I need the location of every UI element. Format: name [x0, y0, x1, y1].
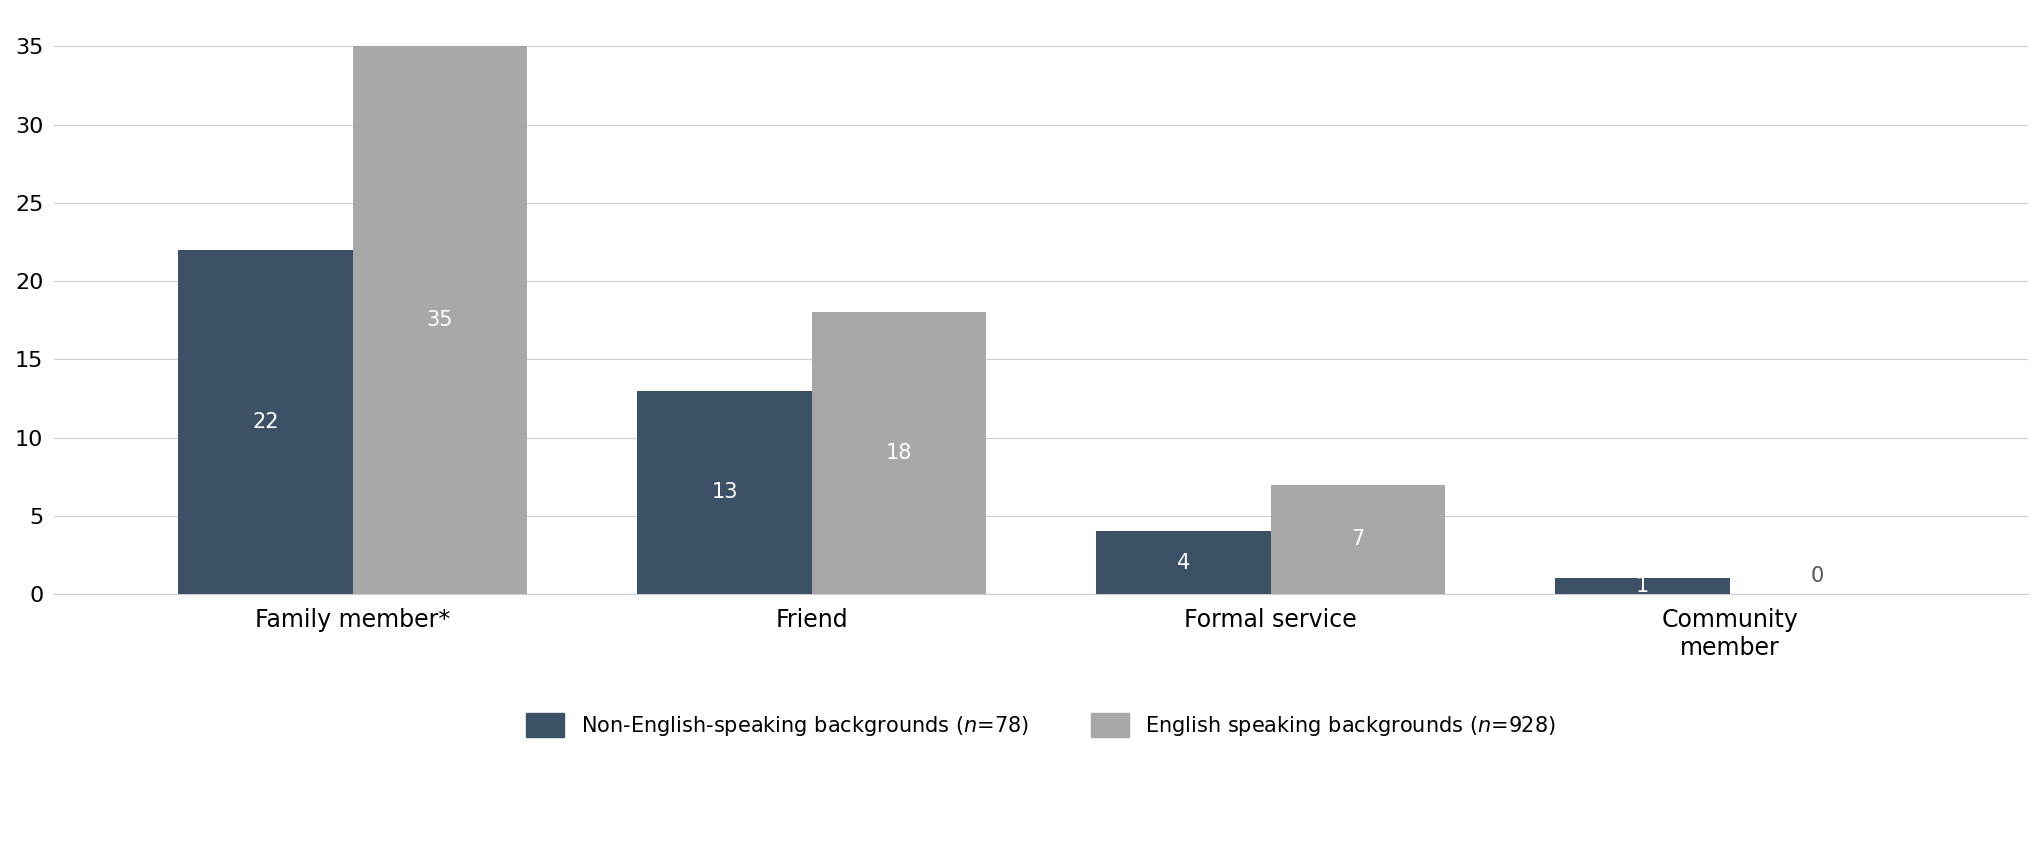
Bar [178, 250, 353, 594]
Legend: Non-English-speaking backgrounds ($\it{n}$=78), English speaking backgrounds ($\: Non-English-speaking backgrounds ($\it{n… [517, 703, 1567, 749]
Bar [1097, 531, 1271, 594]
Bar [637, 391, 811, 594]
Text: 18: 18 [887, 443, 911, 464]
Text: 4: 4 [1177, 553, 1191, 573]
Text: 1: 1 [1636, 576, 1649, 596]
Bar [353, 47, 527, 594]
Text: 7: 7 [1350, 529, 1365, 549]
Text: 22: 22 [253, 412, 278, 432]
Bar [1271, 484, 1444, 594]
Bar [811, 312, 987, 594]
Text: 35: 35 [427, 311, 454, 330]
Text: 13: 13 [711, 483, 738, 503]
Text: 0: 0 [1810, 567, 1824, 586]
Bar [1555, 579, 1730, 594]
